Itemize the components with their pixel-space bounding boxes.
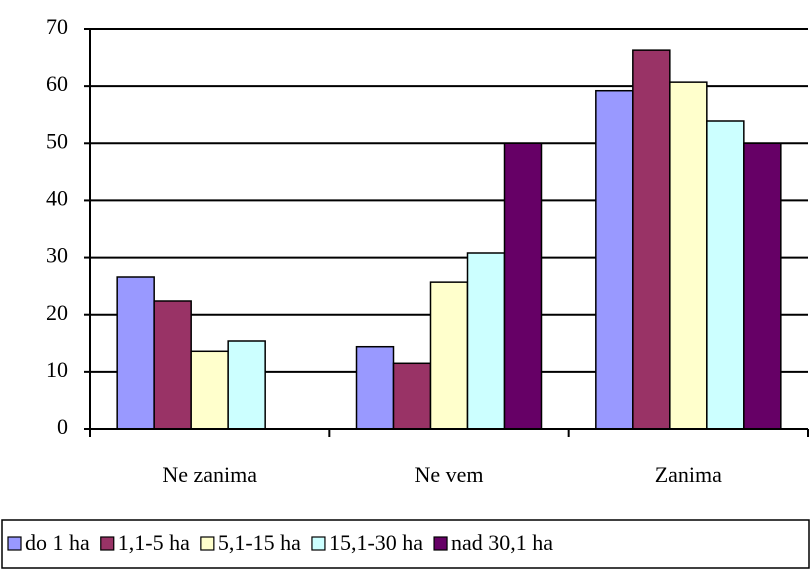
legend-label: do 1 ha <box>25 530 90 555</box>
x-tick-label: Ne zanima <box>162 462 257 487</box>
bar <box>632 49 671 430</box>
bar <box>153 300 192 430</box>
y-tick-label: 50 <box>46 128 68 153</box>
legend-swatch <box>433 536 448 551</box>
y-tick-label: 0 <box>57 414 68 439</box>
legend-label: 5,1-15 ha <box>218 530 301 555</box>
x-tick-label: Ne vem <box>414 462 483 487</box>
legend-swatch <box>7 536 22 551</box>
bar <box>743 142 782 430</box>
bar <box>503 142 543 430</box>
legend-swatch <box>311 536 326 551</box>
y-tick-label: 20 <box>46 300 68 325</box>
bar <box>429 281 469 430</box>
bar <box>669 81 708 430</box>
bar <box>227 340 266 430</box>
legend-label: 1,1-5 ha <box>118 530 190 555</box>
legend-box <box>1 519 810 569</box>
y-tick-label: 10 <box>46 357 68 382</box>
legend-swatch <box>200 536 215 551</box>
y-tick-label: 60 <box>46 71 68 96</box>
legend-label: nad 30,1 ha <box>451 530 553 555</box>
bar <box>595 89 634 430</box>
legend-swatch <box>100 536 115 551</box>
y-tick-label: 30 <box>46 243 68 268</box>
bar <box>116 276 155 430</box>
bar <box>392 362 432 430</box>
bar <box>466 252 506 430</box>
bar <box>355 345 395 430</box>
y-tick-label: 40 <box>46 185 68 210</box>
x-tick-label: Zanima <box>655 462 722 487</box>
bar <box>706 120 745 430</box>
y-tick-label: 70 <box>46 14 68 39</box>
bar <box>190 350 229 430</box>
legend-label: 15,1-30 ha <box>329 530 423 555</box>
